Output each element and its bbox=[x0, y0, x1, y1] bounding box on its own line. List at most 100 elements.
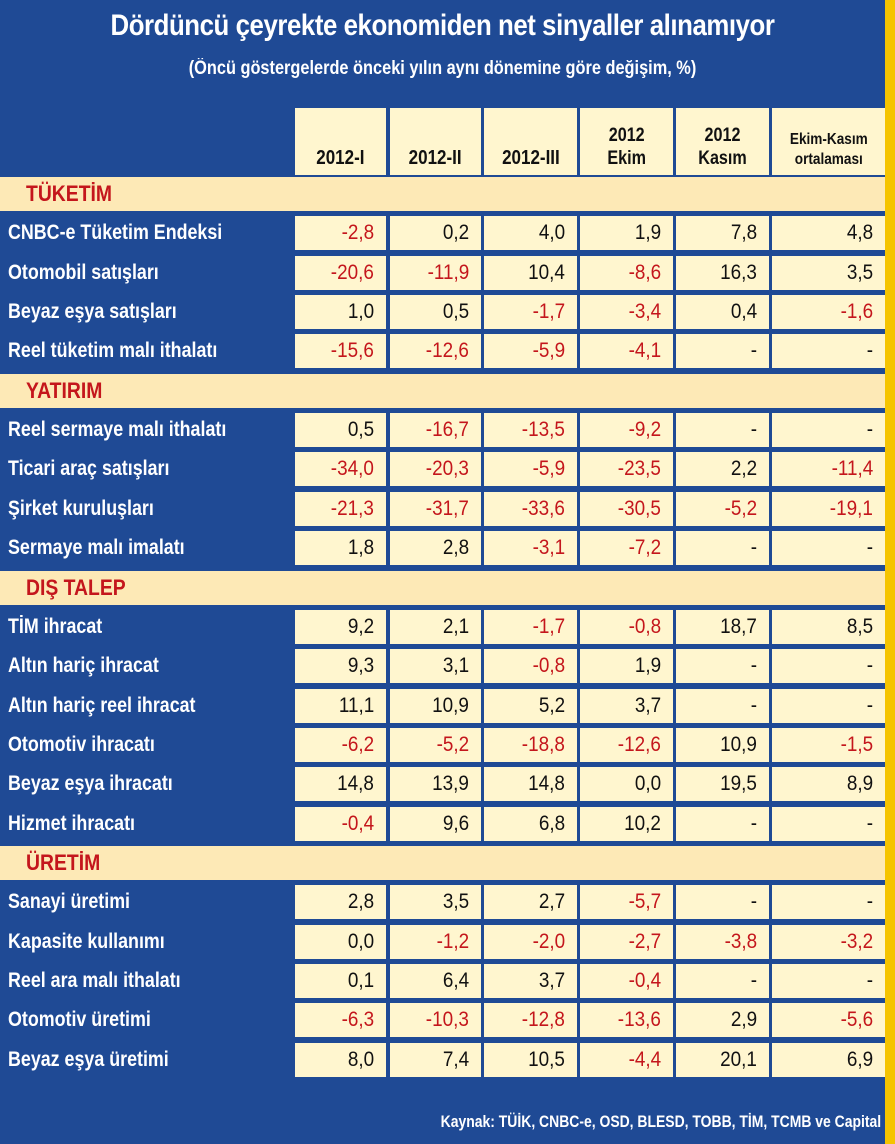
cell-value: 3,1 bbox=[442, 654, 469, 677]
cell-value: - bbox=[866, 418, 873, 441]
cell-value: 16,3 bbox=[720, 261, 757, 284]
table-cell: 20,1 bbox=[676, 1043, 769, 1077]
table-cell: -1,2 bbox=[390, 925, 481, 959]
cell-value: -0,4 bbox=[341, 812, 374, 835]
cell-value: 1,9 bbox=[634, 221, 661, 244]
row-label: Altın hariç reel ihracat bbox=[0, 689, 292, 723]
table-cell: - bbox=[676, 964, 769, 998]
row-label-text: Reel ara malı ithalatı bbox=[8, 969, 181, 992]
cell-value: 3,5 bbox=[442, 890, 469, 913]
cell-value: -9,2 bbox=[628, 418, 661, 441]
table-cell: 8,9 bbox=[772, 767, 885, 801]
cell-value: - bbox=[750, 339, 757, 362]
table-cell: 6,8 bbox=[484, 807, 577, 841]
section-title: ÜRETİM bbox=[26, 850, 101, 875]
cell-value: -34,0 bbox=[330, 457, 374, 480]
table-cell: - bbox=[772, 885, 885, 919]
cell-value: -11,4 bbox=[831, 457, 873, 480]
cell-value: - bbox=[866, 969, 873, 992]
cell-value: -2,7 bbox=[628, 930, 661, 953]
table-cell: -13,6 bbox=[580, 1003, 673, 1037]
table-cell: 10,5 bbox=[484, 1043, 577, 1077]
table-cell: 6,9 bbox=[772, 1043, 885, 1077]
table-cell: -12,8 bbox=[484, 1003, 577, 1037]
cell-value: - bbox=[866, 339, 873, 362]
cell-value: 1,9 bbox=[634, 654, 661, 677]
cell-value: 6,4 bbox=[442, 969, 469, 992]
table-cell: -11,9 bbox=[390, 256, 481, 290]
cell-value: 19,5 bbox=[720, 772, 757, 795]
table-cell: -18,8 bbox=[484, 728, 577, 762]
row-label-text: Otomotiv üretimi bbox=[8, 1008, 151, 1031]
row-label: Hizmet ihracatı bbox=[0, 807, 292, 841]
page-subtitle: (Öncü göstergelerde önceki yılın aynı dö… bbox=[188, 58, 697, 79]
table-cell: 0,5 bbox=[295, 413, 386, 447]
cell-value: - bbox=[750, 654, 757, 677]
cell-value: -5,6 bbox=[840, 1008, 873, 1031]
cell-value: -2,0 bbox=[532, 930, 565, 953]
column-header-label: 2012 Kasım bbox=[698, 125, 747, 169]
row-label-text: Hizmet ihracatı bbox=[8, 812, 135, 835]
table-cell: 11,1 bbox=[295, 689, 386, 723]
table-cell: 9,6 bbox=[390, 807, 481, 841]
cell-value: -12,8 bbox=[521, 1008, 565, 1031]
cell-value: -31,7 bbox=[425, 497, 469, 520]
cell-value: 2,7 bbox=[538, 890, 565, 913]
cell-value: -4,1 bbox=[628, 339, 661, 362]
cell-value: -0,4 bbox=[628, 969, 661, 992]
row-label: Sermaye malı imalatı bbox=[0, 531, 292, 565]
cell-value: 8,5 bbox=[846, 615, 873, 638]
column-header-label: 2012-I bbox=[316, 147, 365, 169]
cell-value: 0,4 bbox=[730, 300, 757, 323]
cell-value: 7,4 bbox=[442, 1048, 469, 1071]
cell-value: -20,6 bbox=[330, 261, 374, 284]
table-cell: -7,2 bbox=[580, 531, 673, 565]
cell-value: 0,2 bbox=[442, 221, 469, 244]
cell-value: -3,8 bbox=[724, 930, 757, 953]
cell-value: -8,6 bbox=[628, 261, 661, 284]
cell-value: 2,8 bbox=[442, 536, 469, 559]
cell-value: -5,2 bbox=[436, 733, 469, 756]
cell-value: -19,1 bbox=[829, 497, 873, 520]
cell-value: - bbox=[866, 694, 873, 717]
table-cell: -8,6 bbox=[580, 256, 673, 290]
cell-value: 2,2 bbox=[730, 457, 757, 480]
cell-value: -21,3 bbox=[330, 497, 374, 520]
table-cell: 9,2 bbox=[295, 610, 386, 644]
table-cell: - bbox=[772, 964, 885, 998]
cell-value: - bbox=[866, 812, 873, 835]
row-label: Altın hariç ihracat bbox=[0, 649, 292, 683]
cell-value: -13,6 bbox=[617, 1008, 661, 1031]
cell-value: 0,0 bbox=[634, 772, 661, 795]
table-cell: -31,7 bbox=[390, 492, 481, 526]
table-cell: 0,0 bbox=[580, 767, 673, 801]
column-header-label: 2012-III bbox=[501, 147, 560, 169]
table-cell: 3,1 bbox=[390, 649, 481, 683]
table-cell: -21,3 bbox=[295, 492, 386, 526]
table-cell: 8,5 bbox=[772, 610, 885, 644]
cell-value: 10,5 bbox=[528, 1048, 565, 1071]
table-cell: -0,8 bbox=[484, 649, 577, 683]
table-cell: -5,2 bbox=[390, 728, 481, 762]
cell-value: 9,3 bbox=[347, 654, 374, 677]
column-header: 2012-III bbox=[484, 108, 577, 175]
cell-value: -20,3 bbox=[425, 457, 469, 480]
cell-value: -16,7 bbox=[425, 418, 469, 441]
cell-value: -1,2 bbox=[436, 930, 469, 953]
table-cell: -5,2 bbox=[676, 492, 769, 526]
cell-value: -10,3 bbox=[425, 1008, 469, 1031]
row-label-text: Otomotiv ihracatı bbox=[8, 733, 155, 756]
cell-value: -3,4 bbox=[628, 300, 661, 323]
table-cell: -3,4 bbox=[580, 295, 673, 329]
cell-value: - bbox=[866, 654, 873, 677]
table-cell: -10,3 bbox=[390, 1003, 481, 1037]
cell-value: -11,9 bbox=[427, 261, 469, 284]
table-cell: 7,4 bbox=[390, 1043, 481, 1077]
table-cell: - bbox=[772, 689, 885, 723]
table-cell: -3,1 bbox=[484, 531, 577, 565]
cell-value: - bbox=[866, 536, 873, 559]
section-title: YATIRIM bbox=[26, 378, 103, 403]
cell-value: -12,6 bbox=[425, 339, 469, 362]
row-label: Şirket kuruluşları bbox=[0, 492, 292, 526]
table-cell: 10,9 bbox=[390, 689, 481, 723]
